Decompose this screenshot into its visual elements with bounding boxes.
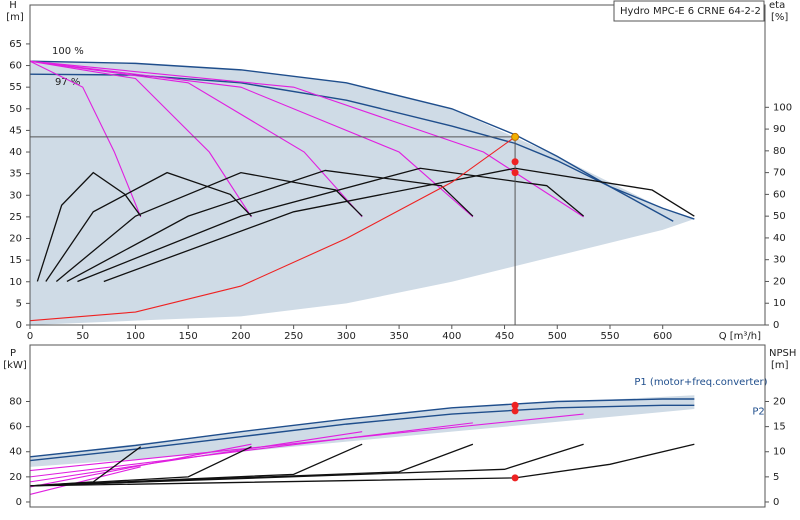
y-tick-label: 5: [16, 298, 22, 309]
y-tick-label: 40: [9, 447, 22, 458]
curve: [55, 171, 363, 282]
y-tick-label: 60: [9, 422, 22, 433]
y-tick-label: 40: [9, 147, 22, 158]
y-tick-label: 55: [9, 82, 22, 93]
curve: [29, 466, 141, 495]
chart-title: Hydro MPC-E 6 CRNE 64-2-2: [620, 6, 761, 17]
y-tick-label: 25: [9, 212, 22, 223]
duty-point: [511, 169, 519, 177]
y-axis-label: H: [9, 0, 17, 11]
y-tick-label: 10: [9, 277, 22, 288]
y2-tick-label: 70: [773, 168, 786, 179]
y-axis-unit: [m]: [6, 12, 24, 23]
curve-label: P2: [752, 406, 764, 417]
x-tick-label: 200: [231, 331, 250, 342]
x-tick-label: 300: [337, 331, 356, 342]
x-tick-label: 100: [126, 331, 145, 342]
y2-tick-label: 10: [773, 298, 786, 309]
y2-axis-label: NPSH: [769, 348, 796, 359]
y2-tick-label: 90: [773, 124, 786, 135]
y2-axis-unit: [m]: [771, 360, 789, 371]
curve: [29, 398, 695, 458]
y-tick-label: 45: [9, 125, 22, 136]
y2-tick-label: 20: [773, 276, 786, 287]
y-tick-label: 15: [9, 255, 22, 266]
curve: [66, 169, 474, 283]
y2-tick-label: 100: [773, 102, 792, 113]
operating-range: [30, 395, 695, 467]
y2-tick-label: 0: [773, 320, 779, 331]
y2-axis-label: eta: [769, 0, 785, 11]
curve: [29, 443, 584, 487]
curve: [29, 422, 473, 478]
x-tick-label: 500: [548, 331, 567, 342]
x-tick-label: 450: [495, 331, 514, 342]
curve: [29, 60, 695, 220]
duty-point: [511, 401, 519, 409]
x-tick-label: 250: [284, 331, 303, 342]
curve: [29, 60, 363, 218]
y-tick-label: 20: [9, 234, 22, 245]
y-tick-label: 50: [9, 104, 22, 115]
y2-tick-label: 40: [773, 233, 786, 244]
x-axis-label: Q [m³/h]: [719, 331, 761, 342]
y-tick-label: 20: [9, 472, 22, 483]
x-tick-label: 50: [76, 331, 89, 342]
curve: [29, 136, 516, 322]
y2-tick-label: 30: [773, 255, 786, 266]
x-tick-label: 0: [27, 331, 33, 342]
curve-label: 97 %: [55, 77, 80, 88]
x-tick-label: 550: [600, 331, 619, 342]
operating-range: [30, 61, 695, 325]
curve: [29, 73, 674, 222]
curve: [29, 443, 695, 487]
y2-tick-label: 10: [773, 447, 786, 458]
y2-tick-label: 80: [773, 146, 786, 157]
curve: [29, 413, 584, 472]
curve-label: P1 (motor+freq.converter): [634, 377, 767, 388]
y-tick-label: 80: [9, 397, 22, 408]
duty-point: [511, 407, 519, 415]
y2-axis-unit: [%]: [771, 12, 788, 23]
y-tick-label: 30: [9, 190, 22, 201]
y-axis-unit: [kW]: [3, 360, 27, 371]
y2-tick-label: 5: [773, 472, 779, 483]
duty-point: [511, 474, 519, 482]
y2-tick-label: 15: [773, 422, 786, 433]
y2-tick-label: 50: [773, 211, 786, 222]
title-box: [613, 0, 765, 22]
curve: [45, 171, 252, 282]
y2-tick-label: 0: [773, 497, 779, 508]
y-tick-label: 35: [9, 169, 22, 180]
curve: [29, 60, 252, 218]
curve: [77, 167, 585, 283]
plot-frame: [29, 344, 766, 508]
y2-tick-label: 20: [773, 397, 786, 408]
curve-label: 100 %: [52, 46, 84, 57]
x-tick-label: 600: [653, 331, 672, 342]
duty-point: [511, 132, 520, 141]
y-tick-label: 0: [16, 320, 22, 331]
curve: [29, 404, 695, 462]
y-tick-label: 60: [9, 61, 22, 72]
y-tick-label: 65: [9, 39, 22, 50]
x-tick-label: 150: [179, 331, 198, 342]
curve: [36, 171, 142, 282]
x-tick-label: 400: [442, 331, 461, 342]
y-tick-label: 0: [16, 497, 22, 508]
y2-tick-label: 60: [773, 189, 786, 200]
plot-frame: [29, 4, 766, 326]
curve: [29, 446, 252, 487]
x-tick-label: 350: [390, 331, 409, 342]
y-axis-label: P: [10, 348, 16, 359]
curve: [29, 60, 142, 218]
duty-point: [511, 158, 519, 166]
